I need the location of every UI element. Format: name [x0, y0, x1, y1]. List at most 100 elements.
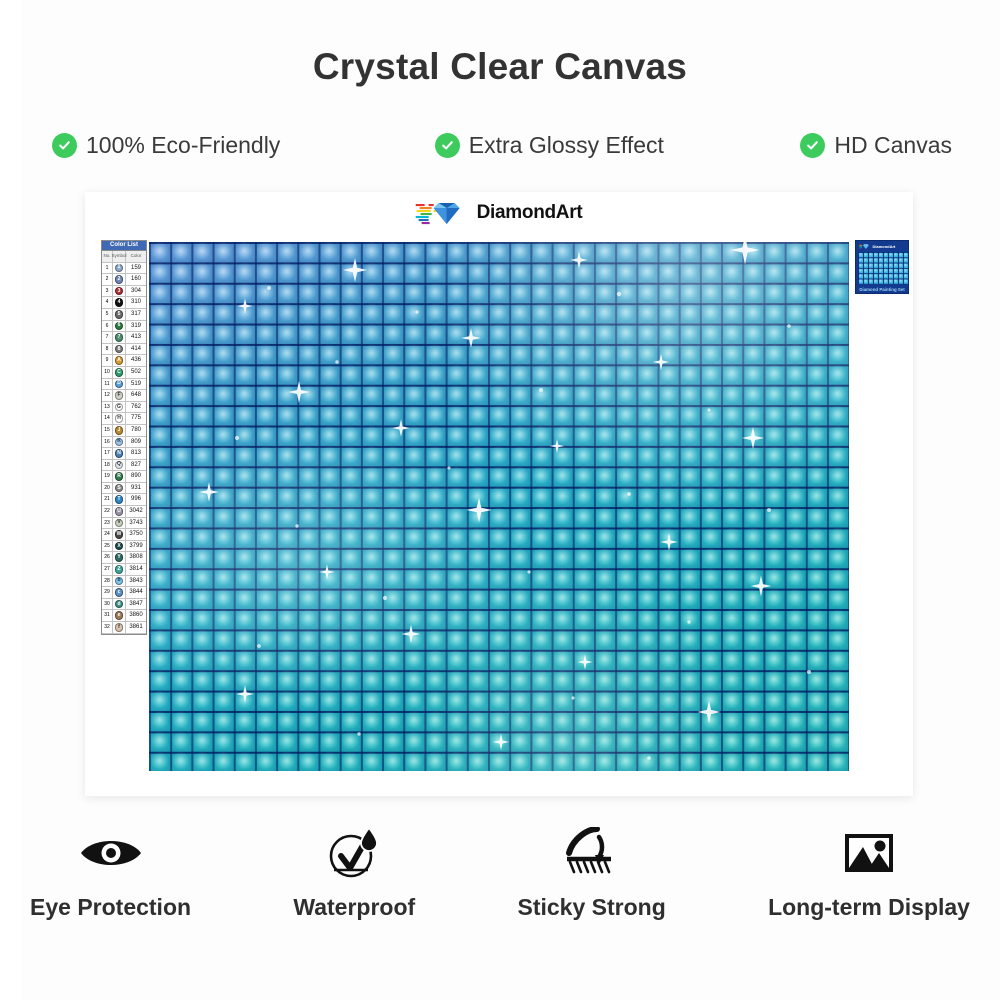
color-row-number: 20 — [102, 482, 113, 494]
color-row-code: 813 — [130, 450, 141, 457]
color-list-header-row: No. Symbol Color — [102, 251, 146, 263]
color-row-number: 17 — [102, 448, 113, 459]
color-row-code: 827 — [130, 461, 141, 468]
symbol-badge-icon: Q — [114, 460, 124, 470]
color-row-number: 18 — [102, 459, 113, 471]
color-row-symbol: T — [113, 494, 126, 506]
color-row-number: 23 — [102, 517, 113, 529]
color-row-code: 159 — [130, 264, 141, 271]
color-row-number: 1 — [102, 262, 113, 274]
benefit-item-eye-protection: Eye Protection — [30, 826, 191, 921]
color-list-row: 19 R 890 — [102, 471, 146, 483]
feature-label: HD Canvas — [834, 132, 952, 158]
color-row-code: 3799 — [129, 542, 143, 549]
benefit-item-long-term-display: Long-term Display — [768, 826, 970, 921]
color-list-row: 20 S 931 — [102, 482, 146, 495]
check-circle-icon — [800, 133, 826, 158]
feature-item-eco-friendly: 100% Eco-Friendly — [52, 132, 280, 159]
color-row-symbol: d — [113, 598, 126, 610]
color-row-symbol: 5 — [113, 308, 126, 320]
symbol-badge-icon: S — [114, 483, 124, 493]
color-row-symbol: N — [113, 448, 126, 459]
benefit-item-sticky-strong: Sticky Strong — [517, 826, 666, 921]
brand-logo: DiamondArt — [415, 200, 583, 226]
thumbnail-caption: Diamond Painting Set — [859, 287, 905, 292]
symbol-badge-icon: H — [114, 414, 124, 423]
diamond-painting-canvas — [149, 242, 849, 771]
color-row-code: 3743 — [129, 519, 143, 526]
color-list-row: 11 D 519 — [102, 378, 146, 391]
color-row-number: 29 — [102, 587, 113, 598]
color-row-symbol: b — [113, 575, 126, 587]
color-row-code: 414 — [130, 345, 141, 352]
thumbnail-brand-name: DiamondArt — [872, 244, 896, 249]
color-row-code: 436 — [130, 357, 141, 364]
color-row-number: 4 — [102, 297, 113, 308]
color-row-symbol: J — [113, 424, 126, 436]
color-row-symbol: X — [113, 540, 126, 552]
symbol-badge-icon: 2 — [114, 275, 124, 284]
symbol-badge-icon: N — [114, 449, 124, 458]
color-row-number: 8 — [102, 343, 113, 355]
color-row-number: 10 — [102, 366, 113, 378]
color-row-code: 304 — [130, 287, 141, 294]
benefit-label: Eye Protection — [30, 894, 192, 920]
color-row-symbol: 8 — [113, 343, 126, 355]
symbol-badge-icon: 7 — [114, 333, 124, 342]
color-row-code: 775 — [130, 415, 141, 422]
color-list-row: 17 N 813 — [102, 448, 146, 460]
color-row-code: 809 — [130, 438, 141, 445]
color-list-row: 28 b 3843 — [102, 575, 146, 588]
color-row-symbol: G — [113, 401, 126, 413]
symbol-badge-icon: X — [114, 541, 124, 551]
color-row-symbol: K — [113, 436, 126, 448]
color-row-symbol: 6 — [113, 320, 126, 332]
symbol-badge-icon: D — [114, 379, 124, 389]
symbol-badge-icon: 8 — [114, 344, 124, 354]
color-row-number: 31 — [102, 610, 113, 621]
page-title: Crystal Clear Canvas — [312, 46, 688, 87]
symbol-badge-icon: U — [114, 507, 124, 516]
color-list-row: 5 5 317 — [102, 308, 146, 321]
color-list-row: 31 e 3860 — [102, 610, 146, 622]
color-row-symbol: 2 — [113, 274, 126, 285]
color-row-symbol: Q — [113, 459, 126, 471]
symbol-badge-icon: c — [114, 588, 124, 597]
product-image-panel: DiamondArt — [85, 192, 913, 796]
color-row-number: 24 — [102, 529, 113, 540]
symbol-badge-icon: f — [114, 623, 124, 632]
color-list-row: 15 J 780 — [102, 424, 146, 437]
color-row-code: 519 — [130, 380, 141, 387]
color-row-number: 25 — [102, 540, 113, 552]
color-row-symbol: F — [113, 390, 126, 401]
column-header-symbol: Symbol — [112, 251, 127, 262]
symbol-badge-icon: W — [114, 530, 124, 539]
color-list-row: 4 4 310 — [102, 297, 146, 309]
symbol-badge-icon: Y — [114, 553, 124, 563]
color-row-symbol: U — [113, 506, 126, 517]
color-list-row: 26 Y 3808 — [102, 552, 146, 565]
color-row-symbol: C — [113, 366, 126, 378]
water-droplet-check-icon — [326, 826, 382, 880]
color-list-row: 1 1 159 — [102, 262, 146, 275]
color-row-symbol: H — [113, 413, 126, 424]
color-row-number: 26 — [102, 552, 113, 564]
symbol-badge-icon: b — [114, 576, 124, 586]
color-row-symbol: Z — [113, 564, 126, 575]
color-list-row: 32 f 3861 — [102, 622, 146, 634]
symbol-badge-icon: 4 — [114, 298, 124, 307]
benefit-label: Long-term Display — [768, 894, 970, 920]
feature-item-hd-canvas: HD Canvas — [800, 132, 952, 159]
color-row-number: 11 — [102, 378, 113, 390]
symbol-badge-icon: Z — [114, 565, 124, 574]
symbol-badge-icon: F — [114, 391, 124, 400]
symbol-badge-icon: G — [114, 402, 124, 412]
benefit-label: Sticky Strong — [517, 894, 666, 920]
color-row-code: 3808 — [129, 554, 143, 561]
color-row-symbol: D — [113, 378, 126, 390]
color-row-number: 7 — [102, 332, 113, 343]
symbol-badge-icon: e — [114, 611, 124, 620]
check-circle-icon — [434, 133, 460, 158]
symbol-badge-icon: R — [114, 472, 124, 481]
